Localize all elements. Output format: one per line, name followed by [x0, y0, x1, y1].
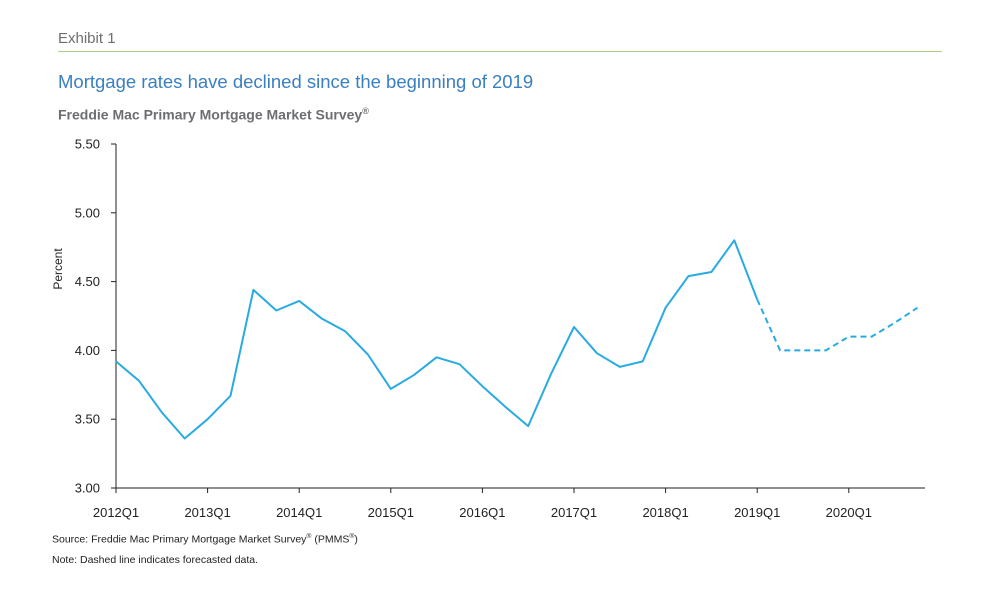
- source-close: ): [354, 533, 358, 546]
- y-axis-title: Percent: [51, 248, 65, 290]
- x-tick-label: 2016Q1: [459, 505, 505, 520]
- source-note: Source: Freddie Mac Primary Mortgage Mar…: [52, 533, 358, 546]
- x-axis: 2012Q1 2013Q1 2014Q1 2015Q1 2016Q1 2017Q1 2018…: [93, 487, 925, 520]
- actual-series-line: [115, 239, 759, 440]
- chart-subtitle: Freddie Mac Primary Mortgage Market Surv…: [58, 106, 369, 123]
- x-tick-label: 2015Q1: [368, 505, 414, 520]
- source-text: Source: Freddie Mac Primary Mortgage Mar…: [52, 533, 307, 546]
- y-axis: 3.00 3.50 4.00 4.50 5.00 5.50: [75, 137, 117, 496]
- header-rule: [58, 51, 942, 52]
- source-suffix: (PMMS: [311, 533, 350, 546]
- y-tick-label: 4.50: [75, 274, 100, 289]
- subtitle-text: Freddie Mac Primary Mortgage Market Surv…: [58, 106, 363, 123]
- forecast-series-line: [756, 299, 919, 352]
- y-tick-label: 4.00: [75, 343, 100, 358]
- source-registered-mark: ®: [306, 533, 312, 540]
- x-tick-label: 2017Q1: [551, 505, 597, 520]
- subtitle-registered-mark: ®: [362, 106, 369, 116]
- series-group: [115, 239, 919, 440]
- x-tick-label: 2019Q1: [734, 505, 780, 520]
- y-tick-label: 3.50: [75, 412, 100, 427]
- x-tick-label: 2013Q1: [184, 505, 230, 520]
- exhibit-label: Exhibit 1: [58, 30, 116, 47]
- y-tick-label: 3.00: [75, 481, 100, 496]
- source-suffix-mark: ®: [349, 533, 355, 540]
- x-tick-label: 2020Q1: [826, 505, 872, 520]
- y-tick-label: 5.00: [75, 205, 100, 220]
- x-tick-label: 2014Q1: [276, 505, 322, 520]
- chart-title: Mortgage rates have declined since the b…: [58, 71, 534, 92]
- chart-note: Note: Dashed line indicates forecasted d…: [52, 554, 259, 566]
- x-tick-label: 2012Q1: [93, 505, 139, 520]
- x-tick-label: 2018Q1: [642, 505, 688, 520]
- y-tick-label: 5.50: [75, 137, 100, 152]
